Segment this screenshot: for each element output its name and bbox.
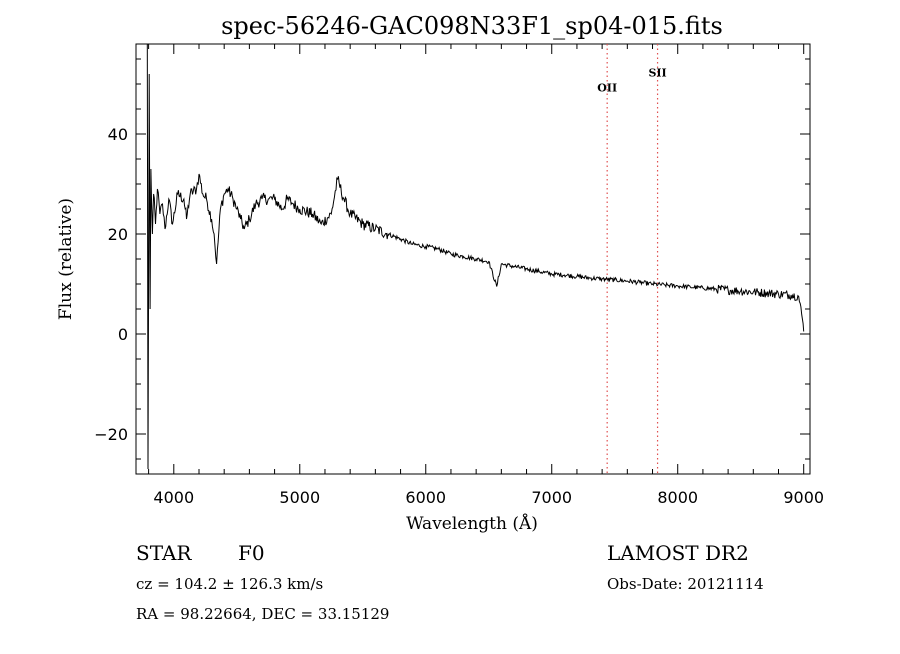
emission-line-markers: OII SII (597, 44, 667, 474)
coordinates: RA = 98.22664, DEC = 33.15129 (136, 605, 389, 623)
annotation-label: OII (597, 82, 617, 95)
x-axis-label: Wavelength (Å) (406, 513, 538, 534)
y-axis-label: Flux (relative) (56, 198, 76, 320)
survey-name: LAMOST DR2 (607, 541, 749, 565)
object-subclass: F0 (238, 541, 265, 565)
observation-date: Obs-Date: 20121114 (607, 575, 764, 593)
x-tick-label: 6000 (405, 488, 446, 507)
object-class: STAR (136, 541, 192, 565)
x-tick-label: 7000 (531, 488, 572, 507)
x-tick-label: 8000 (657, 488, 698, 507)
spectrum-line (146, 43, 805, 470)
x-tick-label: 9000 (783, 488, 824, 507)
redshift-info: cz = 104.2 ± 126.3 km/s (136, 575, 323, 593)
y-tick-label: 20 (108, 225, 128, 244)
x-tick-label: 5000 (279, 488, 320, 507)
plot-frame (135, 43, 811, 475)
y-tick-label: 40 (108, 125, 128, 144)
axis-ticks: 4000 5000 6000 7000 8000 9000 −20 0 20 40 (94, 44, 824, 507)
x-tick-label: 4000 (153, 488, 194, 507)
y-tick-label: 0 (118, 325, 128, 344)
annotation-label: SII (648, 67, 666, 80)
y-tick-label: −20 (94, 425, 128, 444)
chart-title: spec-56246-GAC098N33F1_sp04-015.fits (221, 12, 723, 40)
